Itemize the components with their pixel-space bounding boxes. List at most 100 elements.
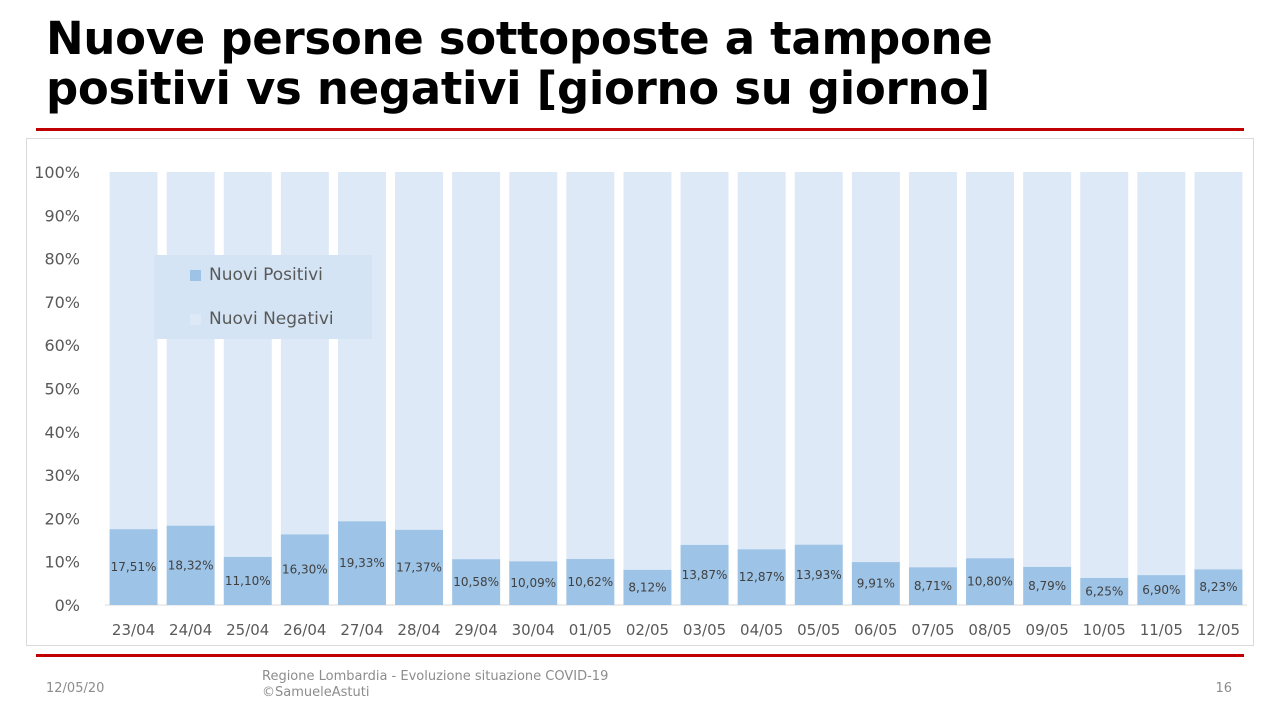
bar-segment-negativi	[337, 172, 386, 522]
data-label-positivi: 10,80%	[967, 575, 1013, 589]
x-tick-label: 08/05	[968, 621, 1011, 639]
bar-segment-positivi	[851, 562, 900, 605]
legend-item-positivi: Nuovi Positivi	[190, 265, 323, 285]
title-underline-rule	[36, 128, 1244, 131]
chart-legend: Nuovi Positivi Nuovi Negativi	[154, 255, 372, 339]
x-tick-label: 12/05	[1197, 621, 1240, 639]
bar-segment-positivi	[166, 525, 215, 605]
bar-segment-negativi	[737, 172, 786, 550]
bar-segment-negativi	[680, 172, 729, 545]
footer-date: 12/05/20	[46, 681, 105, 696]
x-tick-label: 03/05	[683, 621, 726, 639]
bar-segment-negativi	[280, 172, 329, 535]
bar-segment-negativi	[452, 172, 501, 560]
data-label-positivi: 10,62%	[567, 575, 613, 589]
x-tick-label: 09/05	[1026, 621, 1069, 639]
footer-source-block: Regione Lombardia - Evoluzione situazion…	[262, 669, 608, 701]
bar-segment-positivi	[680, 544, 729, 605]
bar-segment-positivi	[337, 521, 386, 605]
y-tick-label: 90%	[44, 206, 80, 225]
x-tick-label: 05/05	[797, 621, 840, 639]
bar-segment-negativi	[166, 172, 215, 526]
x-tick-label: 10/05	[1083, 621, 1126, 639]
bar-segment-positivi	[395, 529, 444, 605]
legend-item-negativi: Nuovi Negativi	[190, 309, 334, 329]
x-tick-label: 01/05	[569, 621, 612, 639]
bar-segment-positivi	[1194, 569, 1243, 605]
bar-segment-negativi	[395, 172, 444, 530]
data-label-positivi: 10,58%	[453, 575, 499, 589]
footer-source: Regione Lombardia - Evoluzione situazion…	[262, 669, 609, 684]
data-label-positivi: 13,87%	[682, 568, 728, 582]
y-tick-label: 60%	[44, 336, 80, 355]
legend-swatch-positivi	[190, 269, 201, 281]
x-tick-label: 11/05	[1140, 621, 1183, 639]
x-tick-label: 29/04	[455, 621, 498, 639]
bar-segment-positivi	[737, 549, 786, 605]
bar-segment-positivi	[452, 559, 501, 605]
bar-segment-negativi	[1023, 172, 1072, 567]
bar-segment-negativi	[1137, 172, 1186, 576]
data-label-positivi: 9,91%	[857, 577, 895, 591]
y-tick-label: 10%	[44, 553, 80, 572]
legend-label-negativi: Nuovi Negativi	[209, 309, 334, 329]
slide-title: Nuove persone sottoposte a tampone posit…	[46, 14, 1246, 114]
bar-segment-negativi	[1194, 172, 1243, 570]
data-label-positivi: 16,30%	[282, 563, 328, 577]
x-tick-label: 06/05	[854, 621, 897, 639]
bar-segment-positivi	[966, 558, 1015, 605]
y-tick-label: 0%	[55, 596, 80, 615]
y-tick-label: 70%	[44, 293, 80, 312]
bar-segment-negativi	[623, 172, 672, 570]
y-tick-label: 100%	[34, 163, 80, 182]
y-tick-label: 40%	[44, 423, 80, 442]
page-number: 16	[1215, 681, 1232, 696]
bar-segment-negativi	[109, 172, 158, 530]
data-label-positivi: 8,23%	[1199, 580, 1237, 594]
x-tick-label: 02/05	[626, 621, 669, 639]
legend-swatch-negativi	[190, 313, 201, 325]
data-label-positivi: 18,32%	[168, 558, 214, 572]
bar-segment-positivi	[109, 529, 158, 605]
slide-title-line-1: Nuove persone sottoposte a tampone	[46, 12, 993, 65]
x-tick-label: 28/04	[397, 621, 440, 639]
chart-area: 0% 10% 20% 30% 40% 50% 60% 70% 80% 90% 100% 17,51% 2…	[26, 138, 1254, 646]
bar-segment-positivi	[794, 544, 843, 605]
bar-segment-negativi	[223, 172, 272, 557]
x-tick-label: 26/04	[283, 621, 326, 639]
bar-segment-negativi	[966, 172, 1015, 559]
bar-segment-negativi	[509, 172, 558, 562]
bar-segment-positivi	[908, 567, 957, 605]
x-tick-label: 25/04	[226, 621, 269, 639]
bar-segment-positivi	[566, 559, 615, 605]
bar-segment-negativi	[851, 172, 900, 563]
bar-segment-negativi	[794, 172, 843, 545]
stacked-bar-chart: 0% 10% 20% 30% 40% 50% 60% 70% 80% 90% 100% 17,51% 2…	[34, 163, 1247, 639]
data-label-positivi: 6,25%	[1085, 584, 1123, 598]
bar-segment-negativi	[566, 172, 615, 560]
x-tick-label: 04/05	[740, 621, 783, 639]
data-label-positivi: 17,37%	[396, 560, 442, 574]
bar-segment-positivi	[1080, 577, 1129, 605]
bar-segment-positivi	[1137, 575, 1186, 605]
y-tick-label: 80%	[44, 250, 80, 269]
y-tick-label: 30%	[44, 466, 80, 485]
footer-author: ©SamueleAstuti	[262, 685, 370, 700]
bar-segment-positivi	[280, 534, 329, 605]
data-label-positivi: 10,09%	[510, 576, 556, 590]
x-tick-label: 23/04	[112, 621, 155, 639]
y-tick-label: 50%	[44, 380, 80, 399]
y-tick-label: 20%	[44, 509, 80, 528]
legend-label-positivi: Nuovi Positivi	[209, 265, 323, 285]
bar-segment-negativi	[908, 172, 957, 568]
x-tick-label: 30/04	[512, 621, 555, 639]
data-label-positivi: 6,90%	[1142, 583, 1180, 597]
bar-segment-positivi	[623, 569, 672, 605]
data-label-positivi: 8,79%	[1028, 579, 1066, 593]
footer-rule	[36, 654, 1244, 657]
data-label-positivi: 8,71%	[914, 579, 952, 593]
bar-segment-positivi	[223, 556, 272, 605]
data-label-positivi: 12,87%	[739, 570, 785, 584]
bar-segment-positivi	[1023, 566, 1072, 605]
slide-title-line-2: positivi vs negativi [giorno su giorno]	[46, 62, 990, 115]
